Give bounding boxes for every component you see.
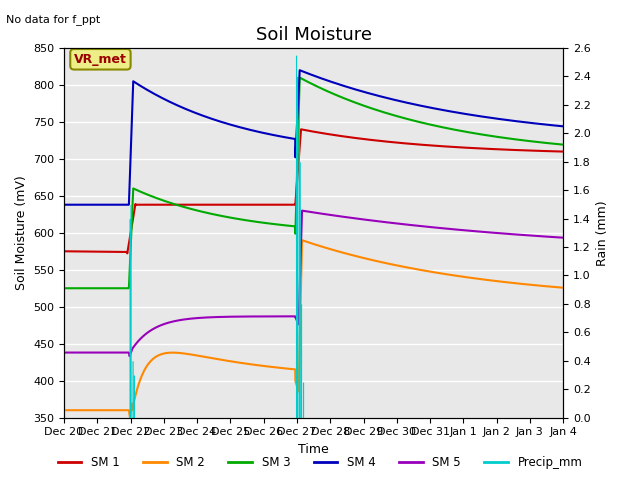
X-axis label: Time: Time	[298, 443, 329, 456]
Title: Soil Moisture: Soil Moisture	[255, 25, 372, 44]
Y-axis label: Rain (mm): Rain (mm)	[596, 200, 609, 265]
Legend: SM 1, SM 2, SM 3, SM 4, SM 5, Precip_mm: SM 1, SM 2, SM 3, SM 4, SM 5, Precip_mm	[53, 452, 587, 474]
Text: VR_met: VR_met	[74, 53, 127, 66]
Y-axis label: Soil Moisture (mV): Soil Moisture (mV)	[15, 175, 28, 290]
Text: No data for f_ppt: No data for f_ppt	[6, 14, 100, 25]
